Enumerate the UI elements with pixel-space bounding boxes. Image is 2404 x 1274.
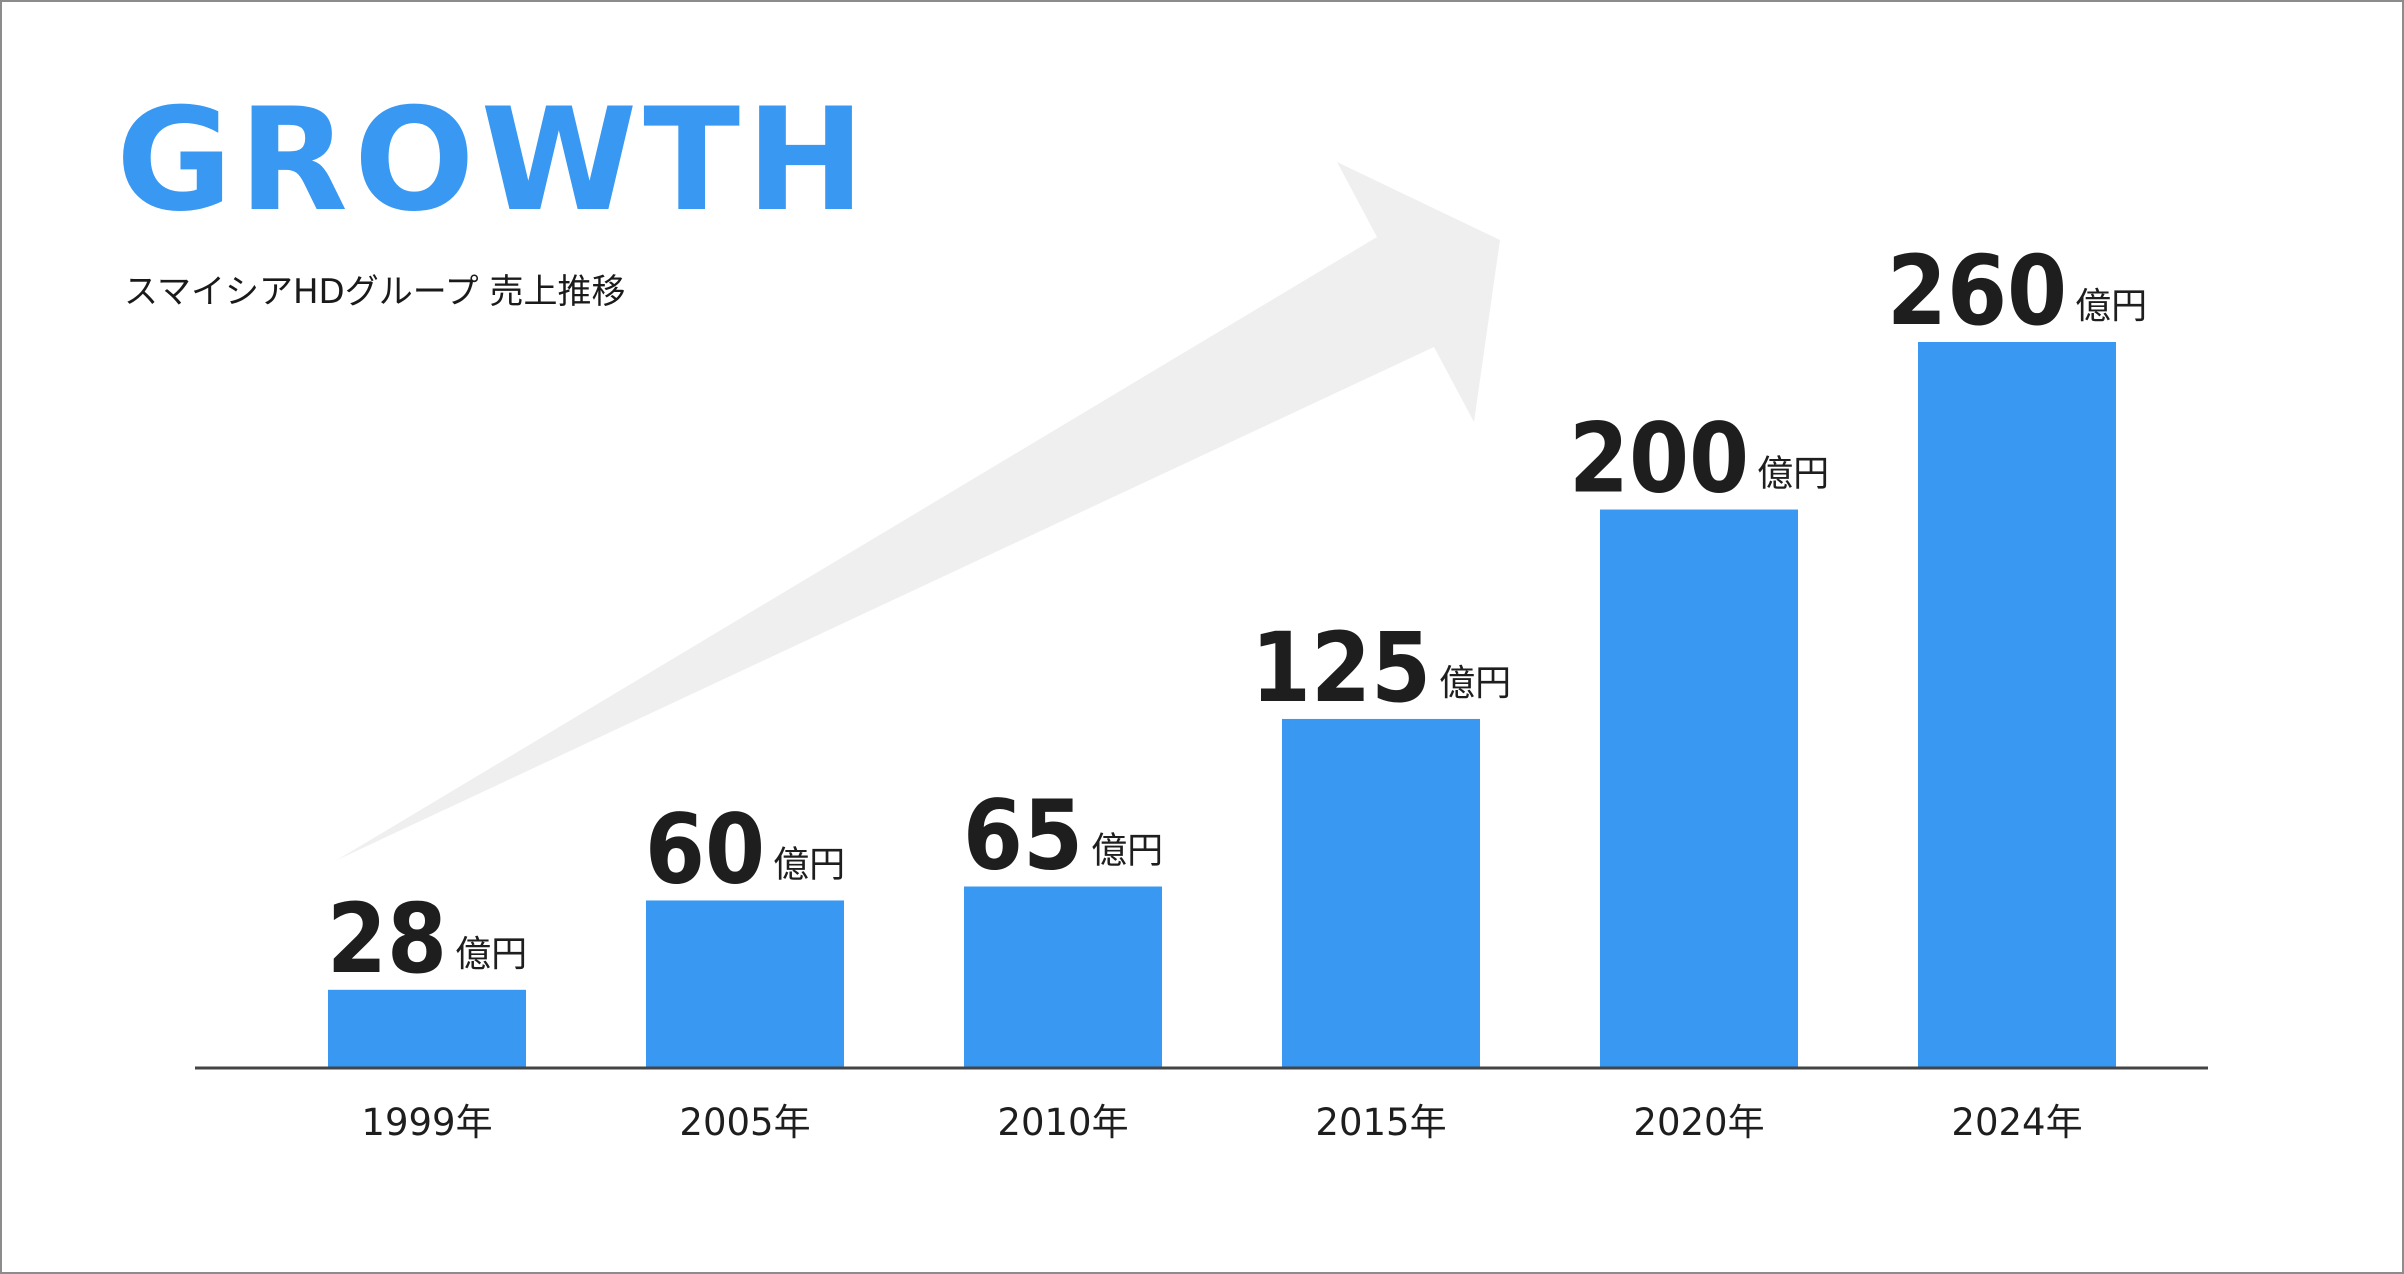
bar-value-number: 60 xyxy=(645,793,765,905)
bar-value-label: 260 億円 xyxy=(1887,235,2147,347)
bar-value-number: 125 xyxy=(1251,612,1431,724)
x-tick-label: 2015年 xyxy=(1315,1101,1446,1144)
x-tick-label: 2020年 xyxy=(1633,1101,1764,1144)
x-tick-label: 2024年 xyxy=(1951,1101,2082,1144)
bar xyxy=(646,900,844,1068)
bar-value-unit: 億円 xyxy=(1757,454,1829,495)
bars-group xyxy=(328,342,2116,1068)
x-tick-label: 1999年 xyxy=(361,1101,492,1144)
x-axis-ticks-group: 1999年 2005年 2010年 2015年 2020年 2024年 xyxy=(361,1101,2082,1144)
growth-arrow-icon xyxy=(337,162,1500,860)
bar-value-number: 260 xyxy=(1887,235,2067,347)
bar-value-unit: 億円 xyxy=(2075,286,2147,327)
bar xyxy=(1600,509,1798,1068)
bar-value-unit: 億円 xyxy=(1439,663,1511,704)
bar-value-number: 28 xyxy=(327,883,447,995)
bar-value-unit: 億円 xyxy=(455,934,527,975)
bar xyxy=(328,989,526,1068)
bar-value-unit: 億円 xyxy=(773,844,845,885)
chart-title: GROWTH xyxy=(116,78,871,243)
x-tick-label: 2010年 xyxy=(997,1101,1128,1144)
bar xyxy=(1918,342,2116,1068)
bar-value-label: 125 億円 xyxy=(1251,612,1511,724)
bar-value-label: 28 億円 xyxy=(327,883,527,995)
bar xyxy=(1282,718,1480,1068)
bar-value-label: 65 億円 xyxy=(963,780,1163,892)
x-tick-label: 2005年 xyxy=(679,1101,810,1144)
bar-value-unit: 億円 xyxy=(1091,831,1163,872)
bar-value-number: 65 xyxy=(963,780,1083,892)
bar xyxy=(964,886,1162,1068)
bar-value-label: 60 億円 xyxy=(645,793,845,905)
chart-subtitle: スマイシアHDグループ 売上推移 xyxy=(124,272,626,312)
bar-value-number: 200 xyxy=(1569,403,1749,515)
bar-value-label: 200 億円 xyxy=(1569,403,1829,515)
